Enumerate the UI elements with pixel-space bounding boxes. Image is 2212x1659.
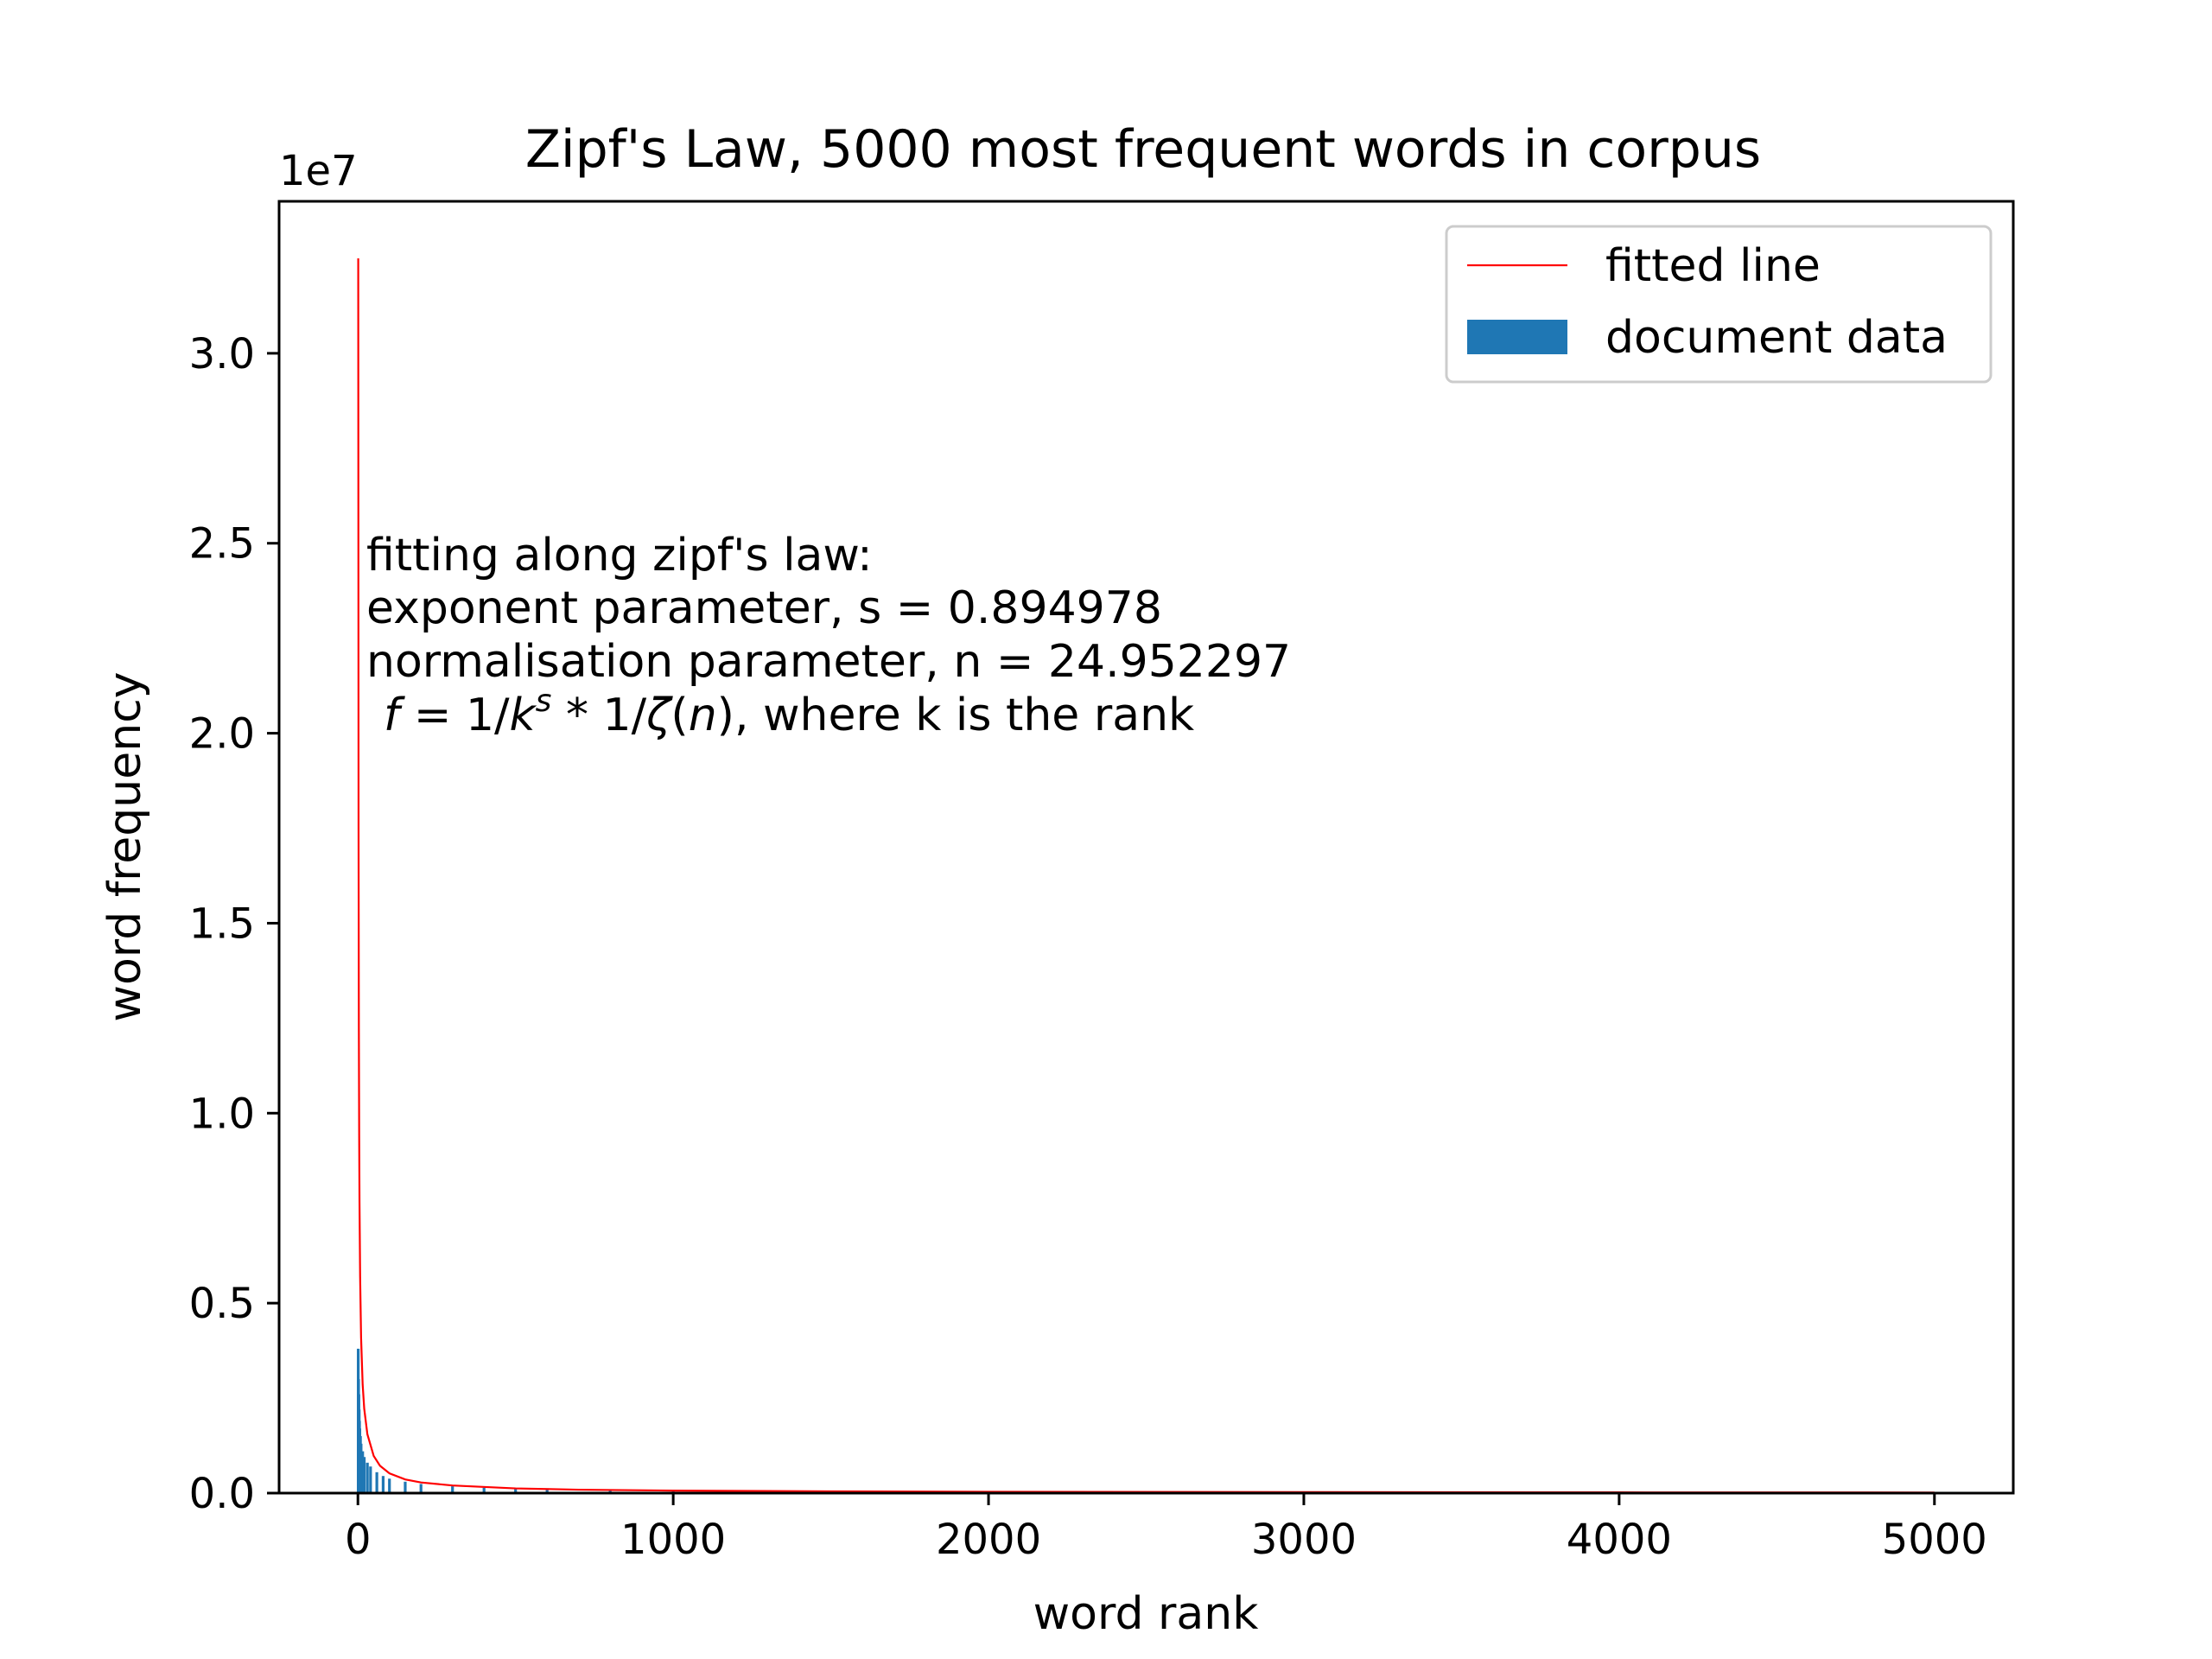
y-tick-label: 0.5 <box>189 1280 255 1328</box>
formula-k: k <box>510 690 537 741</box>
annotation-formula: f = 1/ks * 1/ζ(n), where k is the rank <box>384 683 1194 741</box>
y-tick-label: 0.0 <box>189 1470 255 1518</box>
y-axis-label: word frequency <box>99 671 151 1021</box>
fit-annotation: fitting along zipf's law: exponent param… <box>366 530 1291 741</box>
x-tick-label: 3000 <box>1251 1516 1357 1564</box>
bar <box>375 1471 378 1493</box>
fitted-line <box>357 257 1935 1494</box>
annotation-line-2: exponent parameter, s = 0.894978 <box>366 582 1162 634</box>
chart-title: Zipf's Law, 5000 most frequent words in … <box>525 119 1761 180</box>
x-tick-label: 5000 <box>1882 1516 1987 1564</box>
bar <box>608 1490 612 1493</box>
bar <box>482 1487 486 1493</box>
axes-frame <box>277 200 2015 1495</box>
bar <box>545 1490 549 1493</box>
bar <box>419 1484 423 1493</box>
legend: fitted line document data <box>1445 225 1993 384</box>
annotation-line-1: fitting along zipf's law: <box>366 530 873 582</box>
formula-eq-one: = 1/ <box>399 690 510 741</box>
y-tick-label: 1.5 <box>189 899 255 948</box>
x-axis: 0 1000 2000 3000 4000 5000 <box>345 1493 1987 1564</box>
y-tick-label: 3.0 <box>189 330 255 378</box>
x-tick-label: 1000 <box>620 1516 726 1564</box>
formula-paren-open: ( <box>671 690 688 741</box>
bar <box>365 1462 369 1493</box>
bar <box>361 1451 365 1493</box>
y-axis-offset-label: 1e7 <box>279 147 358 195</box>
bar <box>369 1466 372 1493</box>
formula-tail: ), where k is the rank <box>717 690 1194 741</box>
y-axis: 0.0 0.5 1.0 1.5 2.0 2.5 3.0 <box>189 330 279 1518</box>
y-tick-label: 2.5 <box>189 520 255 569</box>
x-tick-label: 4000 <box>1567 1516 1672 1564</box>
x-axis-label: word rank <box>1033 1588 1259 1640</box>
y-tick-label: 1.0 <box>189 1090 255 1138</box>
legend-label-fitted-line: fitted line <box>1605 240 1821 292</box>
legend-box <box>1445 225 1993 384</box>
y-tick-label: 2.0 <box>189 710 255 759</box>
formula-mid: * 1/ <box>551 690 646 741</box>
bar <box>388 1478 391 1493</box>
bar <box>362 1457 366 1493</box>
bar <box>404 1481 407 1493</box>
x-tick-label: 2000 <box>936 1516 1041 1564</box>
bar <box>451 1486 454 1493</box>
annotation-line-3: normalisation parameter, n = 24.952297 <box>366 636 1291 688</box>
bar <box>359 1443 363 1493</box>
formula-n: n <box>689 690 717 741</box>
bar <box>381 1476 385 1493</box>
formula-zeta: ζ <box>645 690 673 741</box>
bar <box>514 1489 518 1493</box>
legend-bar-swatch <box>1467 320 1567 354</box>
plot-area <box>356 257 1936 1494</box>
formula-s: s <box>536 683 552 719</box>
legend-label-document-data: document data <box>1605 312 1948 364</box>
x-tick-label: 0 <box>345 1516 372 1564</box>
